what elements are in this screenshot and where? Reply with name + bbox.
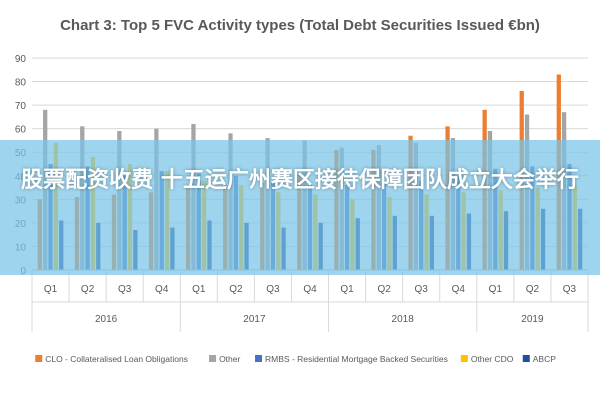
legend-swatch xyxy=(209,355,217,362)
x-group-label: 2017 xyxy=(243,314,266,325)
legend-swatch xyxy=(522,355,530,362)
legend-label: ABCP xyxy=(533,354,556,364)
overlay-banner xyxy=(0,140,600,275)
x-tick-label: Q3 xyxy=(118,284,132,295)
x-tick-label: Q2 xyxy=(377,284,391,295)
overlay-banner-text: 股票配资收费 十五运广州赛区接待保障团队成立大会举行 xyxy=(21,168,579,193)
x-tick-label: Q1 xyxy=(489,284,503,295)
legend-label: CLO - Collateralised Loan Obligations xyxy=(45,354,188,364)
x-tick-label: Q3 xyxy=(415,284,429,295)
legend-swatch xyxy=(460,355,468,362)
x-tick-label: Q3 xyxy=(563,284,577,295)
x-tick-label: Q4 xyxy=(155,284,169,295)
x-tick-label: Q2 xyxy=(526,284,540,295)
legend-label: Other xyxy=(219,354,240,364)
legend-label: Other CDO xyxy=(471,354,514,364)
y-tick-label: 60 xyxy=(15,125,27,136)
x-tick-label: Q2 xyxy=(229,284,243,295)
x-tick-label: Q4 xyxy=(303,284,317,295)
y-tick-label: 70 xyxy=(15,101,27,112)
legend: CLO - Collateralised Loan Obligations Oth… xyxy=(35,354,556,364)
y-tick-label: 90 xyxy=(15,54,27,65)
x-axis: Q1 Q2 Q3 Q4 Q1 Q2 Q3 Q4 Q1 Q2 Q3 Q4 Q1 Q2 Q3 2016 2017 20… xyxy=(31,269,589,332)
x-tick-label: Q1 xyxy=(44,284,58,295)
x-tick-label: Q4 xyxy=(452,284,466,295)
legend-swatch xyxy=(255,355,263,362)
x-tick-label: Q1 xyxy=(192,284,206,295)
x-group-label: 2018 xyxy=(392,314,415,325)
x-tick-label: Q1 xyxy=(340,284,354,295)
x-group-label: 2016 xyxy=(95,314,118,325)
chart-title: Chart 3: Top 5 FVC Activity types (Total… xyxy=(60,17,540,34)
x-group-label: 2019 xyxy=(521,314,544,325)
legend-label: RMBS - Residential Mortgage Backed Secur… xyxy=(265,354,448,364)
x-tick-label: Q2 xyxy=(81,284,95,295)
x-tick-label: Q3 xyxy=(266,284,280,295)
legend-swatch xyxy=(35,355,43,362)
y-tick-label: 80 xyxy=(15,78,27,89)
